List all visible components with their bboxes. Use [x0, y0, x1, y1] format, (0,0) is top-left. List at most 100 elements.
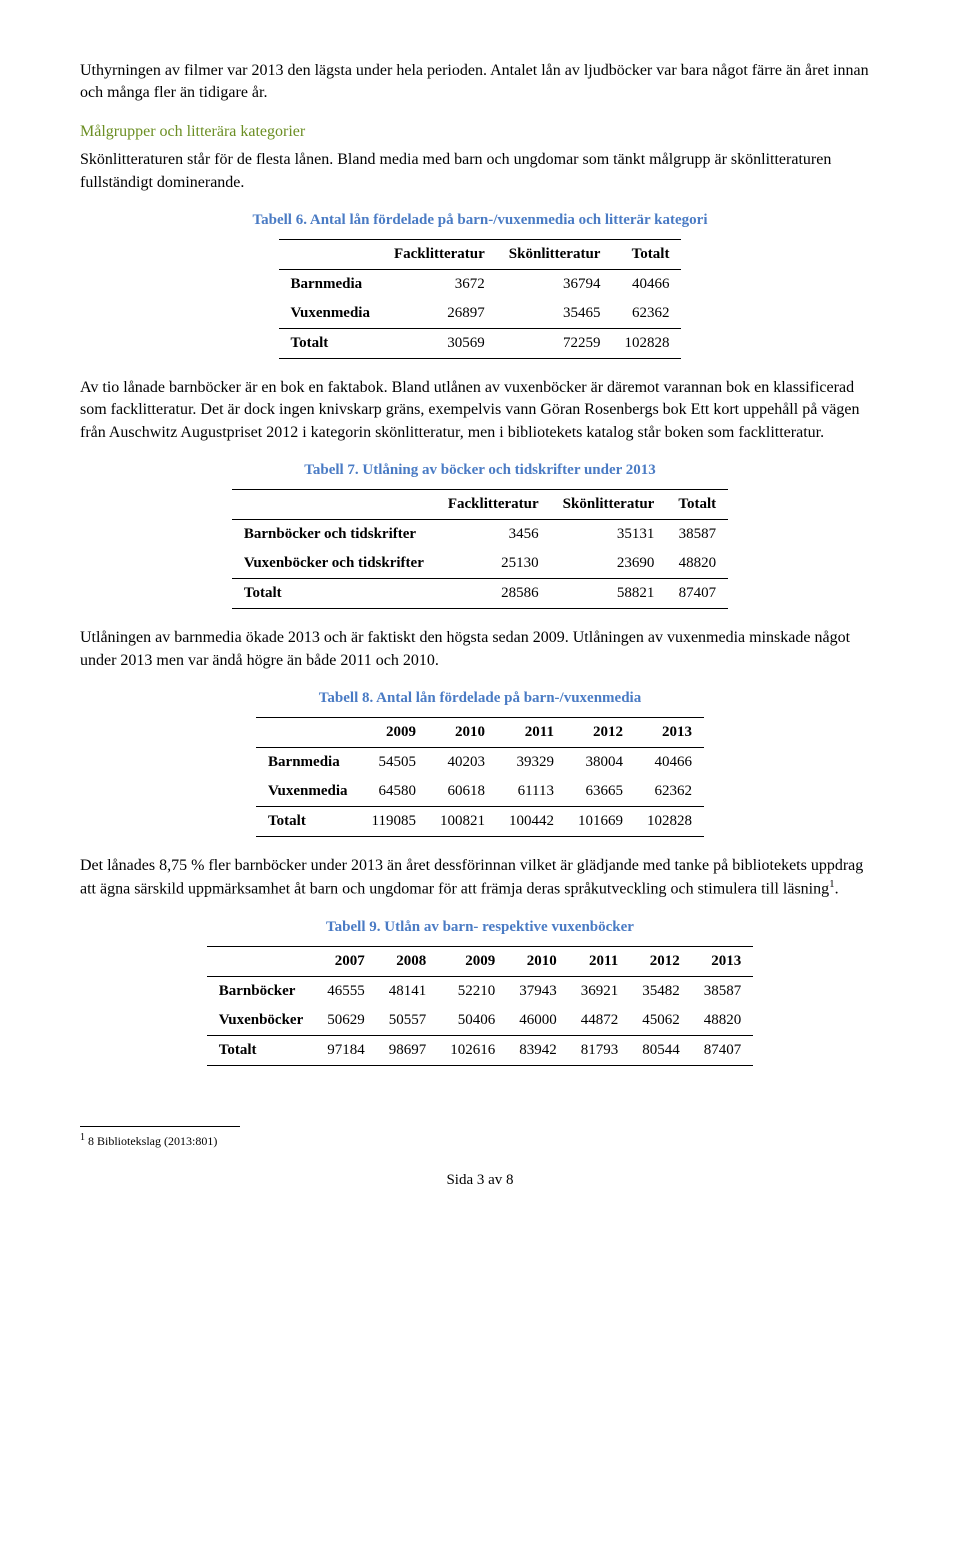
table9-caption: Tabell 9. Utlån av barn- respektive vuxe… — [80, 917, 880, 938]
cell: 48141 — [377, 977, 439, 1007]
cell: 44872 — [569, 1006, 631, 1036]
cell: 46000 — [507, 1006, 569, 1036]
table9: 2007 2008 2009 2010 2011 2012 2013 Barnb… — [207, 946, 753, 1066]
col-label: 2011 — [569, 947, 631, 977]
paragraph-1: Uthyrningen av filmer var 2013 den lägst… — [80, 60, 880, 105]
table7: Facklitteratur Skönlitteratur Totalt Bar… — [232, 489, 728, 609]
cell: 45062 — [630, 1006, 692, 1036]
table8: 2009 2010 2011 2012 2013 Barnmedia 54505… — [256, 717, 704, 837]
cell: 102828 — [612, 328, 681, 358]
cell: 63665 — [566, 777, 635, 807]
col-blank — [279, 239, 382, 269]
paragraph-3: Av tio lånade barnböcker är en bok en fa… — [80, 377, 880, 444]
cell: 101669 — [566, 806, 635, 836]
footnote-text: 8 Bibliotekslag (2013:801) — [85, 1134, 217, 1148]
cell: 35131 — [551, 520, 667, 550]
row-label: Totalt — [219, 1042, 257, 1058]
cell: 72259 — [497, 328, 613, 358]
table-header-row: 2007 2008 2009 2010 2011 2012 2013 — [207, 947, 753, 977]
cell: 36921 — [569, 977, 631, 1007]
cell: 100442 — [497, 806, 566, 836]
cell: 37943 — [507, 977, 569, 1007]
cell: 40466 — [635, 747, 704, 777]
col-blank — [207, 947, 315, 977]
cell: 50629 — [315, 1006, 377, 1036]
cell: 80544 — [630, 1036, 692, 1066]
cell: 58821 — [551, 579, 667, 609]
table-row: Barnmedia 54505 40203 39329 38004 40466 — [256, 747, 704, 777]
table6: Facklitteratur Skönlitteratur Totalt Bar… — [279, 239, 682, 359]
col-label: 2008 — [377, 947, 439, 977]
table-row-total: Totalt 97184 98697 102616 83942 81793 80… — [207, 1036, 753, 1066]
table-header-row: Facklitteratur Skönlitteratur Totalt — [232, 490, 728, 520]
cell: 61113 — [497, 777, 566, 807]
col-label: 2011 — [497, 717, 566, 747]
col-label: 2009 — [438, 947, 507, 977]
cell: 35465 — [497, 299, 613, 329]
cell: 52210 — [438, 977, 507, 1007]
row-label: Barnmedia — [268, 754, 340, 770]
cell: 119085 — [360, 806, 428, 836]
cell: 50557 — [377, 1006, 439, 1036]
row-label: Barnböcker — [219, 983, 296, 999]
cell: 81793 — [569, 1036, 631, 1066]
col-label: 2007 — [315, 947, 377, 977]
col-label: Skönlitteratur — [497, 239, 613, 269]
cell: 97184 — [315, 1036, 377, 1066]
cell: 87407 — [692, 1036, 754, 1066]
cell: 54505 — [360, 747, 428, 777]
paragraph-4: Utlåningen av barnmedia ökade 2013 och ä… — [80, 627, 880, 672]
row-label: Vuxenböcker och tidskrifter — [244, 555, 424, 571]
table-row: Barnböcker 46555 48141 52210 37943 36921… — [207, 977, 753, 1007]
table-row: Vuxenmedia 26897 35465 62362 — [279, 299, 682, 329]
cell: 40466 — [612, 269, 681, 299]
table-row-total: Totalt 119085 100821 100442 101669 10282… — [256, 806, 704, 836]
p5-tail: . — [835, 881, 839, 898]
table7-caption: Tabell 7. Utlåning av böcker och tidskri… — [80, 460, 880, 481]
row-label: Barnmedia — [291, 276, 363, 292]
table-header-row: Facklitteratur Skönlitteratur Totalt — [279, 239, 682, 269]
cell: 36794 — [497, 269, 613, 299]
cell: 38587 — [666, 520, 728, 550]
col-label: 2013 — [692, 947, 754, 977]
cell: 83942 — [507, 1036, 569, 1066]
col-blank — [256, 717, 359, 747]
col-label: 2012 — [630, 947, 692, 977]
table-row-total: Totalt 30569 72259 102828 — [279, 328, 682, 358]
footnote: 1 8 Bibliotekslag (2013:801) — [80, 1131, 880, 1150]
col-label: Facklitteratur — [436, 490, 551, 520]
cell: 40203 — [428, 747, 497, 777]
cell: 38587 — [692, 977, 754, 1007]
cell: 102616 — [438, 1036, 507, 1066]
cell: 35482 — [630, 977, 692, 1007]
col-label: 2009 — [360, 717, 428, 747]
cell: 98697 — [377, 1036, 439, 1066]
footnote-separator — [80, 1126, 240, 1127]
row-label: Totalt — [291, 335, 329, 351]
col-label: Totalt — [612, 239, 681, 269]
col-label: Totalt — [666, 490, 728, 520]
row-label: Totalt — [268, 813, 306, 829]
row-label: Vuxenmedia — [268, 783, 347, 799]
cell: 3672 — [382, 269, 497, 299]
row-label: Vuxenböcker — [219, 1012, 303, 1028]
cell: 62362 — [612, 299, 681, 329]
cell: 25130 — [436, 549, 551, 579]
cell: 28586 — [436, 579, 551, 609]
heading-malgrupper: Målgrupper och litterära kategorier — [80, 121, 880, 143]
paragraph-2: Skönlitteraturen står för de flesta låne… — [80, 149, 880, 194]
table-row-total: Totalt 28586 58821 87407 — [232, 579, 728, 609]
table-header-row: 2009 2010 2011 2012 2013 — [256, 717, 704, 747]
cell: 38004 — [566, 747, 635, 777]
paragraph-5: Det lånades 8,75 % fler barnböcker under… — [80, 855, 880, 901]
row-label: Barnböcker och tidskrifter — [244, 526, 416, 542]
col-label: Facklitteratur — [382, 239, 497, 269]
cell: 87407 — [666, 579, 728, 609]
table6-caption: Tabell 6. Antal lån fördelade på barn-/v… — [80, 210, 880, 231]
col-label: 2012 — [566, 717, 635, 747]
page-number: Sida 3 av 8 — [80, 1170, 880, 1191]
table-row: Barnmedia 3672 36794 40466 — [279, 269, 682, 299]
table-row: Vuxenböcker och tidskrifter 25130 23690 … — [232, 549, 728, 579]
cell: 23690 — [551, 549, 667, 579]
cell: 39329 — [497, 747, 566, 777]
